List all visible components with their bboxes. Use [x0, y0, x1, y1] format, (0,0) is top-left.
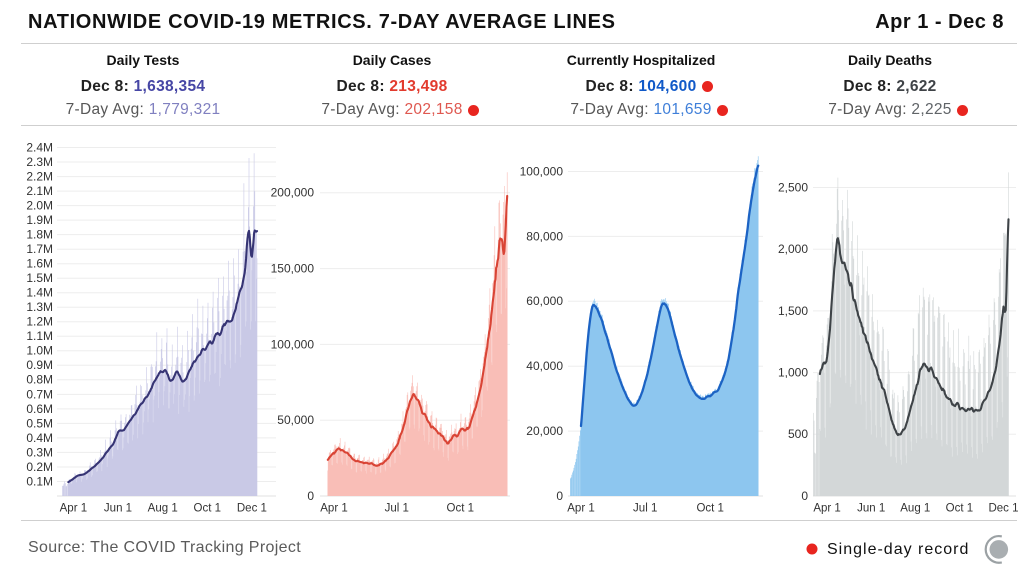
svg-text:2,500: 2,500: [778, 180, 808, 194]
svg-text:0.6M: 0.6M: [26, 402, 53, 416]
svg-text:Apr 1: Apr 1: [567, 503, 595, 515]
svg-text:Jun 1: Jun 1: [104, 503, 132, 515]
svg-text:Apr 1: Apr 1: [813, 503, 841, 515]
svg-text:80,000: 80,000: [526, 229, 563, 243]
svg-text:1.4M: 1.4M: [26, 286, 53, 300]
svg-text:1.1M: 1.1M: [26, 329, 53, 343]
svg-text:0.5M: 0.5M: [26, 416, 53, 430]
svg-text:Aug 1: Aug 1: [148, 503, 178, 515]
svg-text:60,000: 60,000: [526, 294, 563, 308]
svg-text:1.7M: 1.7M: [26, 242, 53, 256]
svg-text:Single-day record: Single-day record: [827, 541, 969, 558]
svg-text:0: 0: [556, 489, 563, 503]
svg-text:2,000: 2,000: [778, 242, 808, 256]
svg-text:Dec 1: Dec 1: [988, 503, 1018, 515]
svg-text:Apr 1: Apr 1: [320, 503, 348, 515]
svg-text:0.4M: 0.4M: [26, 431, 53, 445]
svg-text:Oct 1: Oct 1: [194, 503, 221, 515]
svg-text:1.8M: 1.8M: [26, 228, 53, 242]
svg-text:500: 500: [788, 427, 808, 441]
svg-text:40,000: 40,000: [526, 359, 563, 373]
svg-text:200,000: 200,000: [271, 186, 315, 200]
svg-text:0: 0: [801, 489, 808, 503]
svg-text:Oct 1: Oct 1: [696, 503, 723, 515]
svg-text:1.3M: 1.3M: [26, 300, 53, 314]
svg-text:2.1M: 2.1M: [26, 184, 53, 198]
svg-text:2.0M: 2.0M: [26, 199, 53, 213]
svg-text:100,000: 100,000: [271, 337, 315, 351]
svg-text:Jul 1: Jul 1: [385, 503, 409, 515]
svg-text:1.0M: 1.0M: [26, 344, 53, 358]
svg-text:1.9M: 1.9M: [26, 213, 53, 227]
svg-text:Oct 1: Oct 1: [447, 503, 474, 515]
svg-text:0.8M: 0.8M: [26, 373, 53, 387]
svg-text:1.5M: 1.5M: [26, 271, 53, 285]
svg-text:Oct 1: Oct 1: [946, 503, 973, 515]
svg-text:0.1M: 0.1M: [26, 474, 53, 488]
svg-text:0: 0: [307, 489, 314, 503]
svg-text:20,000: 20,000: [526, 424, 563, 438]
svg-text:1.2M: 1.2M: [26, 315, 53, 329]
svg-text:Apr 1: Apr 1: [60, 503, 88, 515]
svg-text:Jul 1: Jul 1: [633, 503, 657, 515]
svg-text:1,000: 1,000: [778, 366, 808, 380]
svg-text:100,000: 100,000: [520, 164, 564, 178]
svg-text:50,000: 50,000: [277, 413, 314, 427]
svg-text:2.3M: 2.3M: [26, 155, 53, 169]
svg-text:1.6M: 1.6M: [26, 257, 53, 271]
svg-text:Dec 1: Dec 1: [237, 503, 267, 515]
svg-text:Jun 1: Jun 1: [857, 503, 885, 515]
svg-text:1,500: 1,500: [778, 304, 808, 318]
svg-text:150,000: 150,000: [271, 262, 315, 276]
svg-text:0.3M: 0.3M: [26, 445, 53, 459]
svg-text:0.7M: 0.7M: [26, 387, 53, 401]
svg-text:2.4M: 2.4M: [26, 140, 53, 154]
svg-text:Aug 1: Aug 1: [900, 503, 930, 515]
svg-text:2.2M: 2.2M: [26, 170, 53, 184]
svg-text:0.9M: 0.9M: [26, 358, 53, 372]
svg-text:0.2M: 0.2M: [26, 460, 53, 474]
